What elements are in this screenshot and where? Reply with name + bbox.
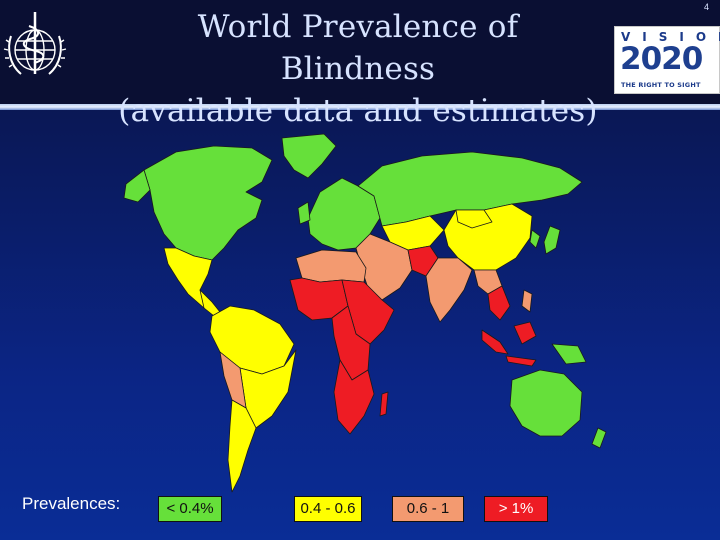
vision-tagline: THE RIGHT TO SIGHT — [621, 81, 701, 89]
who-logo — [3, 12, 67, 75]
region-europe — [307, 177, 381, 251]
legend-item-low: < 0.4% — [158, 496, 222, 522]
region-mongolia — [455, 209, 493, 229]
region-greenland — [281, 133, 337, 179]
region-india — [425, 257, 473, 323]
title-line-1: World Prevalence of Blindness — [197, 9, 519, 87]
region-southeast-asia-b — [487, 285, 511, 321]
region-north-america — [143, 145, 273, 261]
region-uk — [297, 201, 311, 225]
region-southern-cone — [227, 399, 257, 493]
region-middle-east — [355, 233, 413, 301]
legend-item-very-high: > 1% — [484, 496, 548, 522]
region-new-guinea — [551, 343, 587, 365]
header-band — [0, 0, 720, 104]
region-north-africa — [295, 249, 367, 283]
legend-title: Prevalences: — [22, 494, 121, 513]
vision-2020-number: 2020 — [620, 41, 703, 77]
region-philippines — [521, 289, 533, 313]
region-java — [505, 355, 537, 367]
region-new-zealand — [591, 427, 607, 449]
region-korea — [529, 229, 541, 249]
region-japan — [543, 225, 561, 255]
slide-title: World Prevalence of Blindness (available… — [118, 6, 598, 132]
title-line-2: (available data and estimates) — [118, 93, 598, 129]
legend-item-medium: 0.4 - 0.6 — [294, 496, 362, 522]
region-central-america — [199, 289, 221, 317]
region-sumatra — [481, 329, 509, 355]
region-madagascar — [379, 391, 389, 417]
region-australia — [509, 369, 583, 437]
region-borneo — [513, 321, 537, 345]
vision-2020-logo: VISION 2020 THE RIGHT TO SIGHT — [614, 26, 720, 94]
vision-word: VISION — [621, 30, 720, 44]
header-divider — [0, 104, 720, 110]
region-southern-africa — [333, 359, 375, 435]
legend-item-high: 0.6 - 1 — [392, 496, 464, 522]
world-prevalence-map — [123, 133, 607, 493]
page-number: 4 — [704, 2, 710, 12]
region-alaska — [123, 169, 151, 203]
